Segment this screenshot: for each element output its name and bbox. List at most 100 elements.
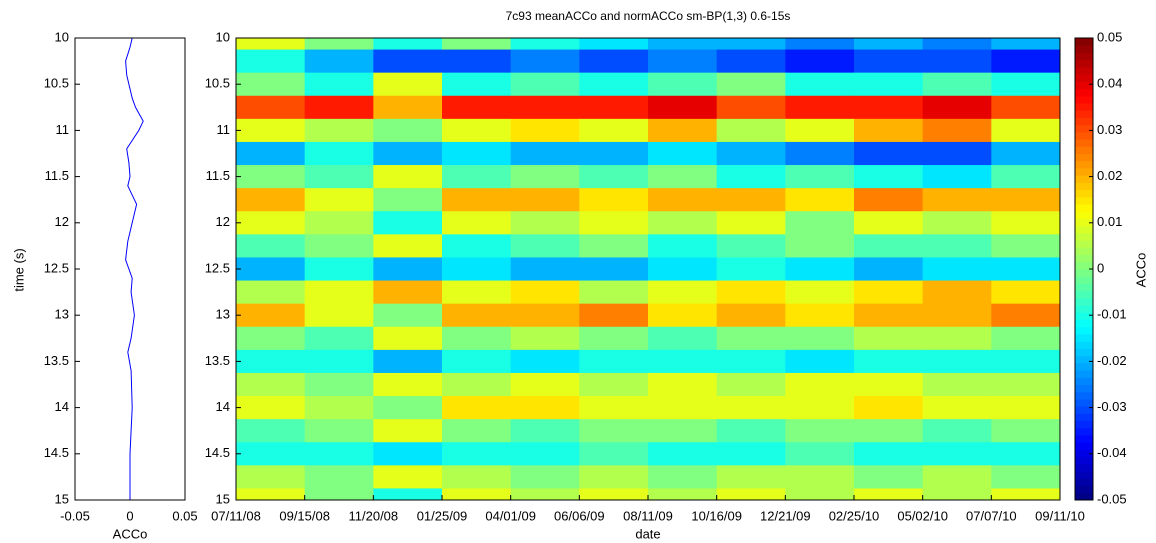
colorbar-tick-label: 0.03 [1097, 122, 1122, 137]
heat-cell [648, 49, 718, 74]
colorbar-frame [1074, 37, 1094, 501]
heat-cell [236, 49, 306, 74]
heat-cell [510, 442, 580, 466]
heat-cell [510, 95, 580, 120]
heatmap-plot: 10 10.5 11 11.5 12 12.5 13 13.5 14 14.5 15 07/11/08… [205, 29, 1085, 523]
colorbar-swatch [1075, 319, 1093, 328]
colorbar-swatch [1075, 398, 1093, 407]
heat-cell [304, 303, 374, 328]
heat-cell [854, 118, 924, 143]
x-tick-label: 04/01/09 [485, 508, 536, 523]
x-tick-label: 05/02/10 [897, 508, 948, 523]
colorbar-label: ACCo [1133, 253, 1148, 288]
heat-cell [373, 188, 443, 212]
y-tick-label: 12.5 [44, 260, 69, 275]
heat-cell [922, 118, 992, 143]
heat-cell [579, 72, 649, 97]
heat-cell [648, 303, 718, 328]
heat-cell [442, 49, 512, 74]
colorbar-swatch [1075, 38, 1093, 46]
heat-cell [304, 442, 374, 466]
heat-cell [648, 38, 718, 51]
heat-cell [854, 257, 924, 282]
heat-cell [304, 465, 374, 489]
heat-cell [854, 442, 924, 466]
heat-cell [373, 442, 443, 466]
heat-cell [442, 349, 512, 374]
heat-cell [991, 38, 1061, 51]
colorbar-swatch [1075, 117, 1093, 126]
heat-cell [579, 38, 649, 51]
heat-cell [304, 234, 374, 258]
heat-cell [373, 49, 443, 74]
heat-cell [716, 303, 786, 328]
y-tick-label: 11 [56, 122, 70, 137]
heat-cell [510, 349, 580, 374]
heat-cell [785, 303, 855, 328]
heat-cell [579, 211, 649, 235]
heat-cell [854, 465, 924, 489]
heat-cell [922, 349, 992, 374]
heat-cell [854, 49, 924, 74]
heat-cell [854, 488, 924, 501]
heat-cell [373, 234, 443, 258]
colorbar-tick-label: -0.04 [1097, 445, 1127, 460]
colorbar-swatch [1075, 218, 1093, 227]
heat-cell [442, 419, 512, 443]
plot-frame [74, 37, 186, 501]
heat-cell [236, 372, 306, 397]
colorbar-swatch [1075, 305, 1093, 313]
heat-cell [785, 280, 855, 305]
heat-cell [304, 95, 374, 120]
heat-cell [648, 280, 718, 305]
heat-cell [304, 141, 374, 166]
y-tick-label: 14.5 [205, 445, 230, 460]
y-tick-label: 15 [55, 491, 69, 506]
colorbar-swatch [1075, 175, 1093, 183]
chart-title: 7c93 meanACCo and normACCo sm-BP(1,3) 0.… [506, 9, 791, 23]
y-tick-label: 10 [216, 29, 230, 44]
heat-cell [922, 372, 992, 397]
heat-cell [785, 165, 855, 189]
colorbar-swatch [1075, 196, 1093, 205]
heat-cell [716, 38, 786, 51]
x-tick-label: 12/21/09 [760, 508, 811, 523]
heat-cell [373, 326, 443, 351]
heat-cell [922, 49, 992, 74]
heat-cell [579, 419, 649, 443]
heat-cell [373, 118, 443, 143]
colorbar-swatch [1075, 420, 1093, 429]
x-tick-label: 09/15/08 [279, 508, 330, 523]
heat-cell [510, 465, 580, 489]
heat-cell [236, 188, 306, 212]
profile-plot: 10 10.5 11 11.5 12 12.5 13 13.5 14 14.5 15 -0.05 0 0.… [44, 29, 198, 523]
colorbar-swatch [1075, 189, 1093, 198]
colorbar-swatch [1075, 110, 1093, 118]
heat-cell [648, 372, 718, 397]
heat-cell [922, 165, 992, 189]
heat-cell [510, 280, 580, 305]
y-tick-label: 12 [55, 214, 69, 229]
heat-cell [579, 303, 649, 328]
heat-cell [510, 211, 580, 235]
heat-cell [648, 72, 718, 97]
heat-cell [854, 141, 924, 166]
heat-cell [648, 326, 718, 351]
heat-cell [716, 188, 786, 212]
colorbar-tick-label: -0.03 [1097, 399, 1127, 414]
heat-cell [716, 488, 786, 501]
heat-cell [854, 211, 924, 235]
heat-cell [304, 211, 374, 235]
heat-cell [579, 326, 649, 351]
heat-cell [716, 326, 786, 351]
x-tick-label: 02/25/10 [829, 508, 880, 523]
colorbar-swatch [1075, 326, 1093, 335]
heat-cell [510, 165, 580, 189]
colorbar-swatch [1075, 66, 1093, 75]
heat-cell [648, 465, 718, 489]
colorbar: -0.05 -0.04 -0.03 -0.02 -0.01 0 0.01 0.02 0.03 0.… [1074, 29, 1127, 506]
heat-cell [373, 488, 443, 501]
colorbar-swatch [1075, 348, 1093, 357]
heat-cell [510, 419, 580, 443]
